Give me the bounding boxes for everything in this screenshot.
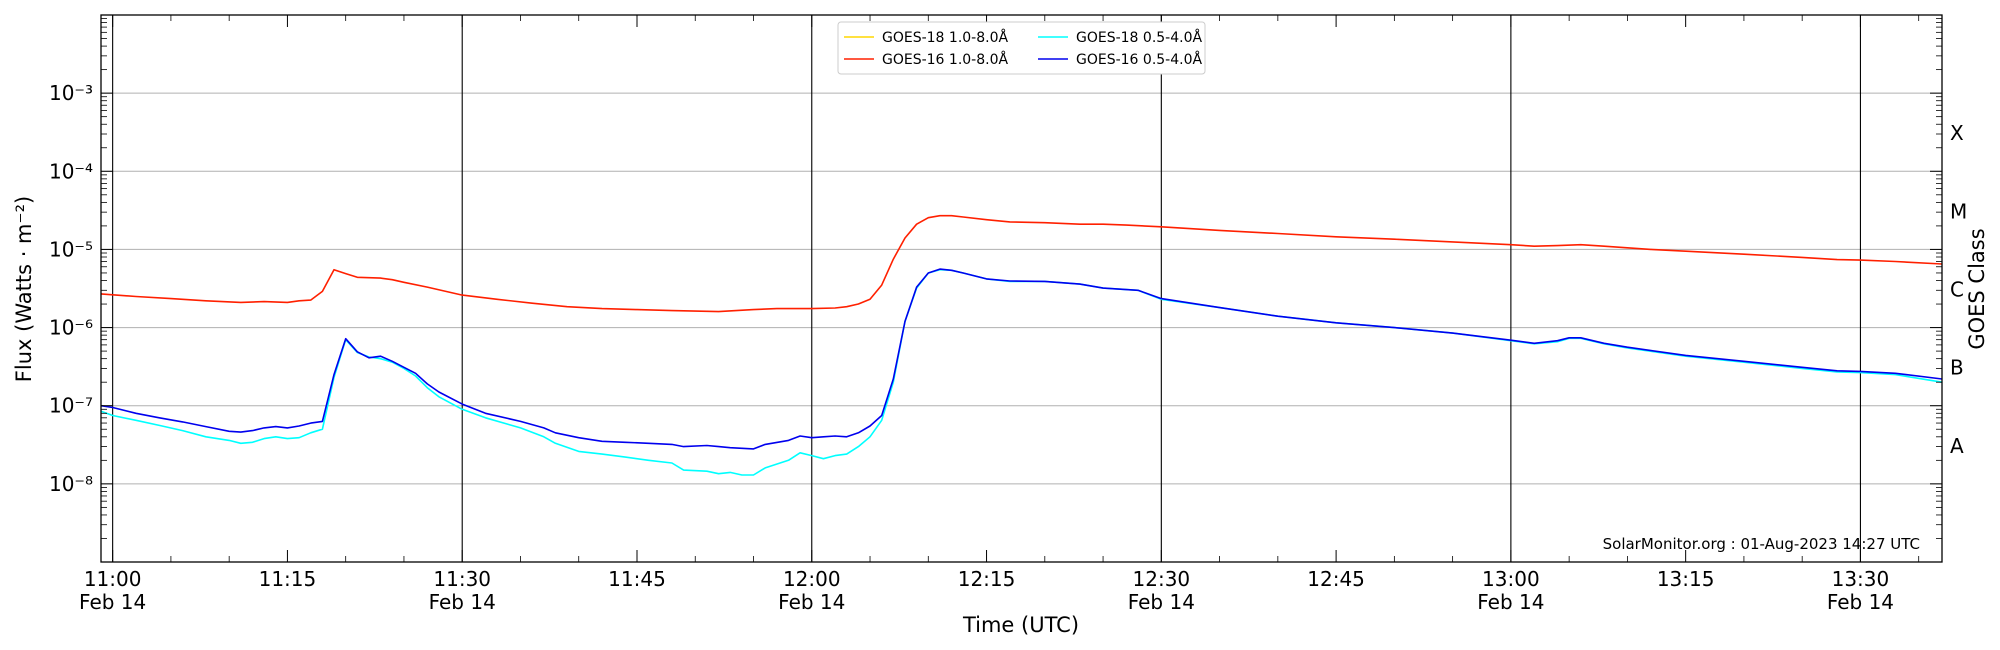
x-axis-label: Time (UTC) bbox=[962, 613, 1079, 637]
series-line-2 bbox=[100, 268, 1943, 476]
x-tick-label: 13:00 bbox=[1482, 567, 1540, 591]
x-tick-date-label: Feb 14 bbox=[1128, 590, 1195, 614]
x-tick-date-label: Feb 14 bbox=[429, 590, 496, 614]
credit-text: SolarMonitor.org : 01-Aug-2023 14:27 UTC bbox=[1603, 535, 1920, 553]
grid-layer bbox=[101, 92, 1942, 485]
y-tick-label: 10⁻⁵ bbox=[49, 237, 93, 261]
x-tick-label: 12:30 bbox=[1133, 567, 1191, 591]
x-tick-label: 12:00 bbox=[783, 567, 841, 591]
tick-layer bbox=[101, 15, 1942, 562]
x-tick-date-label: Feb 14 bbox=[1477, 590, 1544, 614]
x-tick-label: 11:15 bbox=[259, 567, 317, 591]
x-tick-date-label: Feb 14 bbox=[79, 590, 146, 614]
x-tick-label: 11:00 bbox=[84, 567, 142, 591]
x-tick-label: 12:15 bbox=[958, 567, 1016, 591]
series-line-3 bbox=[100, 268, 1943, 450]
y-tick-label: 10⁻⁸ bbox=[49, 472, 93, 496]
series-layer bbox=[100, 214, 1943, 476]
goes-class-label: M bbox=[1950, 199, 1967, 223]
x-tick-label: 13:30 bbox=[1832, 567, 1890, 591]
goes-class-label: X bbox=[1950, 121, 1964, 145]
series-line-1 bbox=[100, 214, 1943, 313]
legend-label: GOES-16 1.0-8.0Å bbox=[882, 51, 1008, 68]
legend-label: GOES-16 0.5-4.0Å bbox=[1076, 51, 1202, 68]
x-tick-date-label: Feb 14 bbox=[1827, 590, 1894, 614]
x-tick-label: 13:15 bbox=[1657, 567, 1715, 591]
goes-class-label: C bbox=[1950, 278, 1964, 302]
goes-class-label: B bbox=[1950, 356, 1964, 380]
right-axis-label: GOES Class bbox=[1965, 228, 1989, 349]
legend-label: GOES-18 0.5-4.0Å bbox=[1076, 29, 1202, 46]
plot-frame bbox=[100, 14, 1943, 563]
vertical-time-lines bbox=[112, 15, 1861, 562]
x-tick-date-label: Feb 14 bbox=[778, 590, 845, 614]
legend-box bbox=[837, 21, 1206, 75]
y-tick-label: 10⁻⁷ bbox=[49, 394, 93, 418]
legend: GOES-18 1.0-8.0Å GOES-16 1.0-8.0Å GOES-18 … bbox=[837, 21, 1206, 75]
x-tick-label: 11:45 bbox=[608, 567, 666, 591]
x-tick-label: 12:45 bbox=[1307, 567, 1365, 591]
y-tick-label: 10⁻³ bbox=[49, 81, 93, 105]
goes-class-label: A bbox=[1950, 434, 1964, 458]
y-tick-label: 10⁻⁴ bbox=[49, 159, 93, 183]
legend-label: GOES-18 1.0-8.0Å bbox=[882, 29, 1008, 46]
x-tick-label: 11:30 bbox=[433, 567, 491, 591]
y-axis-label: Flux (Watts · m⁻²) bbox=[12, 196, 36, 382]
y-tick-label: 10⁻⁶ bbox=[49, 316, 93, 340]
